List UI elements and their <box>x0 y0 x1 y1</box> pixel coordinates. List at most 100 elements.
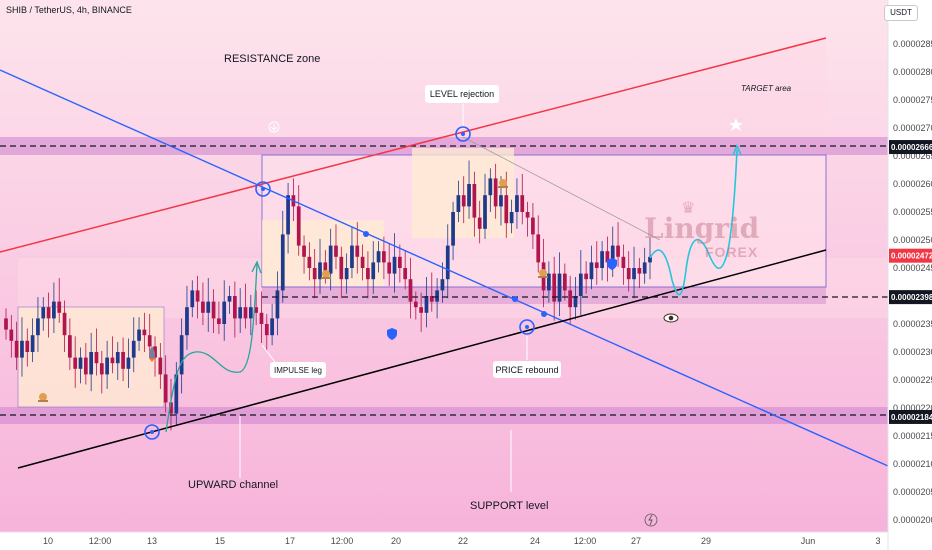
breakout-marker <box>255 181 271 197</box>
candle-body <box>264 324 269 336</box>
x-tick-label: 3 <box>875 536 880 546</box>
candle-body <box>568 290 573 308</box>
candle-body <box>254 307 259 313</box>
x-tick-label: 12:00 <box>574 536 597 546</box>
candle-body <box>493 178 498 207</box>
candle-body <box>9 329 14 341</box>
crown-icon: ♛ <box>681 200 696 217</box>
shield-icon <box>607 258 617 270</box>
candle-body <box>339 256 344 280</box>
candle-body <box>46 307 51 319</box>
candle-body <box>557 273 562 302</box>
candle-body <box>211 301 216 319</box>
candle-body <box>536 234 541 263</box>
price-tag-label: 0.00002184 <box>891 413 932 422</box>
candle-body <box>584 273 588 280</box>
target-area-label: TARGET area <box>741 84 792 93</box>
descending-trend-line[interactable] <box>0 69 888 467</box>
candle-body <box>350 245 354 268</box>
candle-body <box>616 245 620 257</box>
price-tag <box>889 248 932 263</box>
price-tag <box>889 409 932 424</box>
candle-body <box>360 256 365 268</box>
candle-body <box>30 335 35 352</box>
candle-body <box>610 245 615 263</box>
candle-body <box>632 268 636 280</box>
candle-body <box>36 318 40 336</box>
candle-body <box>483 195 487 229</box>
candle-body <box>94 352 99 364</box>
price-tag <box>889 140 932 155</box>
candle-body <box>190 290 195 308</box>
minor-trend-line[interactable] <box>462 136 661 241</box>
candle-body <box>52 301 56 319</box>
upward-channel-label: UPWARD channel <box>188 479 278 491</box>
candle-body <box>163 374 168 403</box>
candle-body <box>115 352 120 364</box>
x-tick-label: 12:00 <box>89 536 112 546</box>
candle-body <box>637 268 642 274</box>
candle-body <box>20 340 24 358</box>
snail-icon <box>498 179 508 188</box>
candle-body <box>153 346 157 358</box>
candle-body <box>573 296 578 308</box>
candle-body <box>403 268 408 280</box>
y-tick-label: 0.00002250 <box>893 375 932 385</box>
price-axis[interactable] <box>888 0 932 550</box>
candle-body <box>259 312 264 324</box>
candle-body <box>25 340 30 352</box>
candle-body <box>472 184 477 218</box>
currency-button[interactable]: USDT <box>884 5 918 21</box>
candle-body <box>248 307 253 319</box>
y-tick-label: 0.00002150 <box>893 431 932 441</box>
snail-icon <box>321 270 331 279</box>
channel-touch-marker <box>144 424 160 440</box>
x-tick-label: 20 <box>391 536 401 546</box>
x-tick-label: 12:00 <box>331 536 354 546</box>
candle-body <box>121 352 125 369</box>
price-rebound-dot <box>525 325 529 329</box>
trendline-touch-dot-2 <box>512 296 518 302</box>
candle-body <box>41 307 46 319</box>
resistance-trend-line[interactable] <box>0 37 827 253</box>
x-tick-label: 13 <box>147 536 157 546</box>
candle-body <box>408 279 413 302</box>
candle-body <box>206 301 211 313</box>
candle-body <box>158 357 163 375</box>
level-rejection-marker <box>455 126 471 142</box>
y-tick-label: 0.00002700 <box>893 123 932 133</box>
y-tick-label: 0.00002200 <box>893 403 932 413</box>
y-tick-label: 0.00002100 <box>893 459 932 469</box>
x-tick-label: 24 <box>530 536 540 546</box>
candle-body <box>105 357 109 375</box>
candle-body <box>456 195 461 212</box>
level-rejection-dot <box>461 132 465 136</box>
candle-body <box>286 195 290 235</box>
candle-body <box>552 273 557 302</box>
candle-body <box>451 212 455 246</box>
y-tick-label: 0.00002500 <box>893 235 932 245</box>
candle-body <box>371 262 376 280</box>
y-axis-labels: 0.00002850 0.00002800 0.00002750 0.00002700… <box>893 39 932 525</box>
price-tag-label: 0.00002398 <box>891 293 932 302</box>
candle-body <box>131 340 136 358</box>
x-axis-labels: 10 12:00 13 15 17 12:00 20 22 24 12:00 27 29 Jun 3 <box>43 536 881 546</box>
candle-body <box>110 357 115 364</box>
level-rejection-callout: LEVEL rejection <box>425 85 499 103</box>
eye-icon <box>663 313 679 323</box>
x-tick-label: 10 <box>43 536 53 546</box>
candle-body <box>626 268 631 280</box>
candle-body <box>387 262 392 274</box>
price-tag-label: 0.00002666 <box>891 143 932 152</box>
y-tick-label: 0.00002550 <box>893 207 932 217</box>
y-tick-label: 0.00002600 <box>893 179 932 189</box>
impulse-leg-callout: IMPULSE leg <box>270 362 326 378</box>
time-axis[interactable] <box>0 532 888 550</box>
y-tick-label: 0.00002000 <box>893 515 932 525</box>
candle-body <box>4 318 8 330</box>
candle-body <box>366 268 370 280</box>
candle-body <box>509 212 514 224</box>
down-arrow-icon <box>268 121 280 133</box>
channel-touch-dot <box>150 430 154 434</box>
